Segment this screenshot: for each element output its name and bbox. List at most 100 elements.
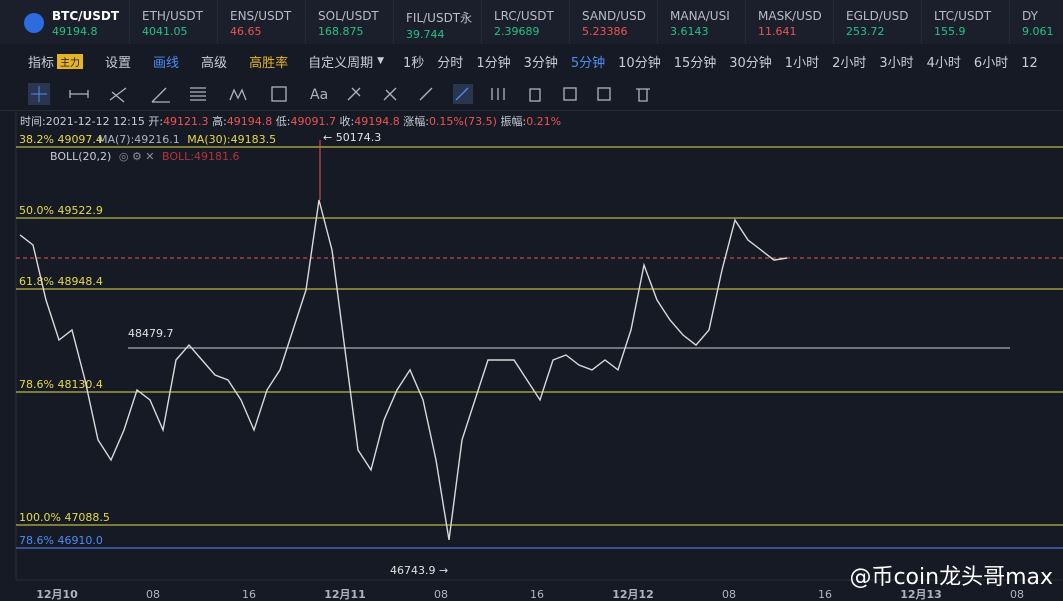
fib-label: 78.6% 48130.4 [19,378,103,391]
tool-eraser[interactable] [383,87,397,101]
x-tick-label: 08 [722,588,736,601]
dropdown-arrow: ▼ [377,56,385,66]
price-line [19,199,788,541]
info-panel: 时间:2021-12-12 12:15 开:49121.3 高:49194.8 … [20,115,562,163]
close-label: 收: [339,115,355,128]
tool-angle[interactable] [151,87,170,103]
ticker[interactable]: DY 9.061 [1010,0,1063,44]
btc-logo [24,13,44,33]
amplitude-label: 振幅: [500,115,527,128]
tool-copy[interactable] [563,87,577,101]
tool-wave[interactable] [229,88,247,101]
ticker[interactable]: BTC/USDT 49194.8 [0,0,130,44]
tool-bars[interactable] [491,88,505,100]
high-note: ← 50174.3 [323,131,381,144]
close: 49194.8 [354,115,400,128]
ticker[interactable]: EGLD/USD 253.72 [834,0,922,44]
low-note: 46743.9 → [390,564,448,577]
ticker[interactable]: MASK/USD 11.641 [746,0,834,44]
ticker-symbol: MANA/USI [670,9,730,23]
ticker-price: 9.061 [1022,25,1054,38]
ticker[interactable]: ENS/USDT 46.65 [218,0,306,44]
settings-button[interactable]: 设置 [105,55,132,71]
indicator-badge: 主力 [57,53,84,69]
ticker-price: 46.65 [230,25,262,38]
win-rate-button[interactable]: 高胜率 [249,55,289,71]
period[interactable]: 5分钟 [570,55,606,71]
x-tick-label: 16 [818,588,832,601]
x-tick-label: 16 [530,588,544,601]
ticker[interactable]: FIL/USDT永 39.744 [394,0,482,44]
ma30: MA(30):49183.5 [187,133,277,146]
ticker-price: 3.6143 [670,25,709,38]
ticker-price: 5.23386 [582,25,628,38]
ticker-price: 39.744 [406,28,445,41]
ticker-symbol: ETH/USDT [142,9,203,23]
tool-lock[interactable] [529,88,541,102]
tool-text[interactable]: Aa [310,87,328,103]
toolbar: 指标 主力 设置 画线 高级 高胜率 自定义周期 ▼ 1秒 分时 1分钟 3分钟 5分钟 10… [0,44,1063,78]
tool-brush[interactable] [347,87,361,101]
ticker-price: 49194.8 [52,25,98,38]
tool-pen[interactable] [455,87,469,101]
ticker[interactable]: MANA/USI 3.6143 [658,0,746,44]
change-label: 涨幅: [403,115,429,128]
boll: BOLL(20,2) [50,150,112,163]
ticker-price: 253.72 [846,25,885,38]
change: 0.15%(73.5) [428,115,497,128]
draw-button[interactable]: 画线 [153,55,180,71]
low: 49091.7 [290,115,337,128]
ticker-symbol: LTC/USDT [934,9,992,23]
ticker-symbol: SAND/USD [582,9,646,23]
ticker-symbol: BTC/USDT [52,9,120,23]
drawing-tools: Aa [0,83,1063,111]
tool-rect[interactable] [271,86,287,102]
period[interactable]: 2小时 [832,55,867,71]
tool-delete[interactable] [636,88,650,102]
ticker-symbol: MASK/USD [758,9,822,23]
ticker[interactable]: LRC/USDT 2.39689 [482,0,570,44]
tool-trend[interactable] [109,87,127,103]
period[interactable]: 3分钟 [523,55,558,71]
ticker-symbol: SOL/USDT [318,9,379,23]
open: 49121.3 [163,115,209,128]
custom-period[interactable]: 自定义周期 [308,55,374,71]
ticker[interactable]: SOL/USDT 168.875 [306,0,394,44]
ticker-symbol: ENS/USDT [230,9,292,23]
fib-label: 100.0% 47088.5 [19,511,110,524]
ticker-symbol: DY [1022,9,1038,23]
x-tick-label: 12月13 [900,588,942,601]
period[interactable]: 1秒 [403,55,425,71]
period[interactable]: 6小时 [973,55,1009,71]
period[interactable]: 1小时 [784,55,820,71]
amplitude: 0.21% [526,115,562,128]
period[interactable]: 4小时 [926,55,961,71]
low-label: 低: [275,115,291,128]
tool-hline[interactable] [69,90,89,98]
time: 时间:2021-12-12 12:15 [20,115,145,128]
ticker[interactable]: ETH/USDT 4041.05 [130,0,218,44]
period[interactable]: 1分钟 [476,55,511,71]
x-tick-label: 12月12 [612,588,654,601]
period[interactable]: 15分钟 [673,55,717,71]
ticker-price: 4041.05 [142,25,188,38]
period[interactable]: 12 [1021,55,1038,71]
period[interactable]: 10分钟 [618,55,661,71]
indicator-button[interactable]: 指标 [28,55,55,71]
ticker-symbol: FIL/USDT永 [406,11,473,25]
tool-fib[interactable] [190,87,206,101]
x-tick-label: 08 [146,588,160,601]
advanced-button[interactable]: 高级 [201,55,228,71]
fib-label: 61.8% 48948.4 [19,275,103,288]
ticker[interactable]: SAND/USD 5.23386 [570,0,658,44]
x-tick-label: 16 [242,588,256,601]
tool-ruler[interactable] [419,87,433,101]
period[interactable]: 3小时 [879,55,914,71]
period[interactable]: 分时 [437,55,464,71]
high: 49194.8 [226,115,273,128]
period[interactable]: 30分钟 [729,55,772,71]
tool-edit[interactable] [597,87,611,101]
ticker[interactable]: LTC/USDT 155.9 [922,0,1010,44]
ticker-symbol: LRC/USDT [494,9,554,23]
